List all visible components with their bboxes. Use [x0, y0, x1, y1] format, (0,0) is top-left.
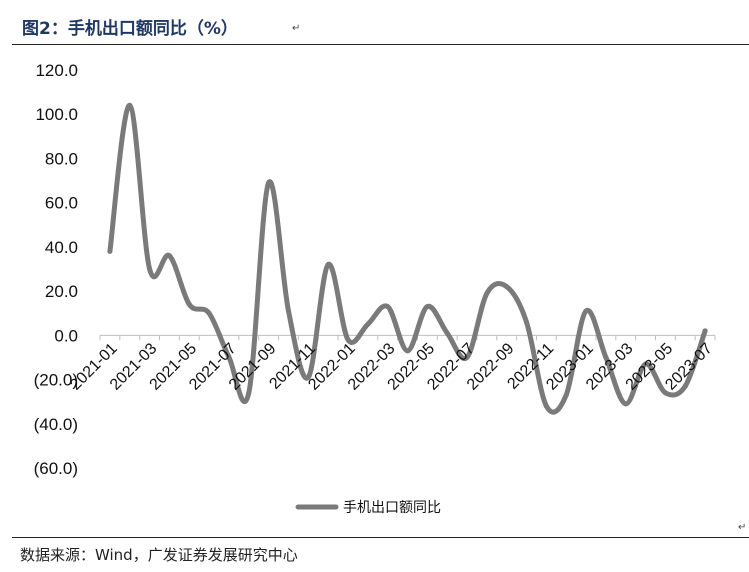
bottom-rule — [12, 537, 749, 538]
data-point — [305, 374, 311, 380]
y-tick-label: (20.0) — [34, 371, 78, 390]
data-point — [385, 304, 391, 310]
y-tick-label: (60.0) — [34, 459, 78, 478]
data-point — [662, 390, 668, 396]
data-point — [266, 180, 272, 186]
data-point — [464, 354, 470, 360]
data-point — [246, 390, 252, 396]
series-line — [107, 102, 708, 415]
figure-title: 图2：手机出口额同比（%） — [22, 19, 238, 39]
legend-label: 手机出口额同比 — [343, 500, 441, 516]
data-point — [345, 337, 351, 343]
data-point — [325, 262, 331, 268]
top-rule — [12, 44, 749, 45]
data-point — [206, 310, 212, 316]
data-point — [424, 304, 430, 310]
data-point — [623, 401, 629, 407]
data-point — [147, 266, 153, 272]
paragraph-mark-icon: ↵ — [292, 23, 301, 34]
data-point — [504, 284, 510, 290]
source-note: 数据来源：Wind，广发证券发展研究中心 — [20, 546, 298, 564]
data-point — [166, 253, 172, 259]
data-point — [444, 330, 450, 336]
y-tick-label: 80.0 — [45, 149, 78, 168]
data-point — [543, 403, 549, 409]
data-point — [524, 319, 530, 325]
line-chart: 120.0 100.0 80.0 60.0 40.0 20.0 0.0 (20.0) (40.0… — [34, 61, 716, 516]
data-point — [285, 308, 291, 314]
data-point — [702, 328, 708, 334]
data-point — [643, 361, 649, 367]
y-tick-label: 0.0 — [54, 326, 78, 345]
data-point — [127, 102, 133, 108]
data-point — [583, 308, 589, 314]
data-point — [186, 301, 192, 307]
y-tick-label: 120.0 — [35, 61, 78, 80]
data-point — [484, 290, 490, 296]
paragraph-mark-icon: ↵ — [738, 522, 747, 533]
y-tick-label: 20.0 — [45, 282, 78, 301]
y-tick-label: 40.0 — [45, 238, 78, 257]
data-point — [405, 348, 410, 354]
y-tick-label: 60.0 — [45, 194, 78, 213]
data-point — [107, 248, 113, 254]
y-tick-label: (40.0) — [34, 415, 78, 434]
data-point — [226, 354, 232, 360]
data-point — [563, 392, 569, 398]
data-point — [682, 383, 688, 389]
y-tick-label: 100.0 — [35, 105, 78, 124]
data-point — [603, 354, 609, 360]
data-point — [365, 321, 371, 327]
